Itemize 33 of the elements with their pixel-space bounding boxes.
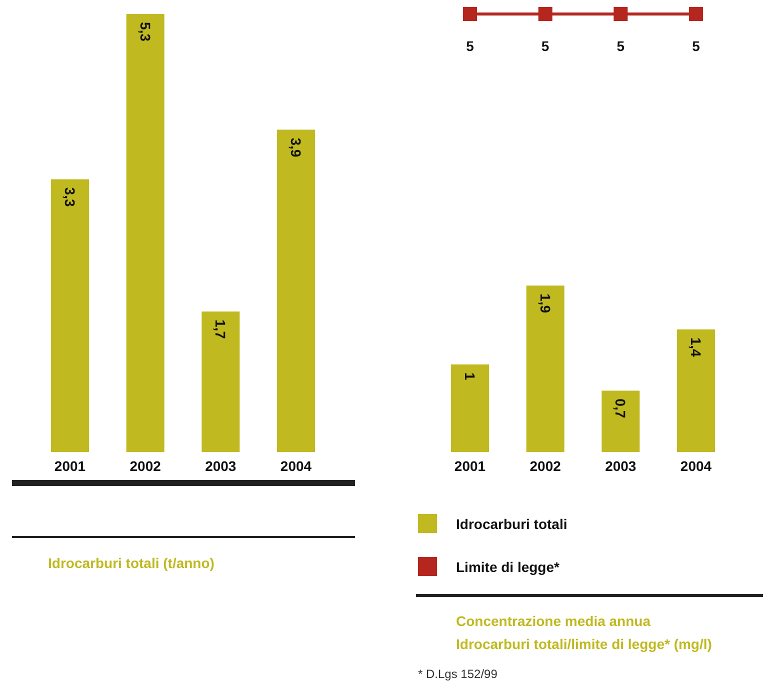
- data-label: 1,4: [688, 337, 704, 358]
- legend-label: Idrocarburi totali: [456, 516, 568, 532]
- data-label: 5,3: [137, 22, 154, 42]
- data-label: 0,7: [612, 398, 629, 418]
- data-label: 3,3: [62, 187, 78, 207]
- x-tick-label: 2002: [130, 458, 162, 474]
- legend-label: Limite di legge*: [456, 559, 560, 575]
- bar: [526, 286, 564, 452]
- data-label: 5: [616, 38, 625, 54]
- data-label: 1,9: [537, 294, 554, 314]
- data-label: 5: [541, 38, 550, 54]
- data-label: 1: [462, 372, 478, 380]
- x-tick-label: 2002: [530, 458, 562, 474]
- data-label: 1,7: [212, 320, 229, 340]
- bar: [677, 329, 715, 452]
- x-tick-label: 2004: [280, 458, 312, 474]
- text: Idrocarburi totali (t/anno): [48, 555, 214, 571]
- text: Concentrazione media annua Idrocarburi totali/limite di legge* (mg/l): [456, 613, 712, 652]
- text: * D.Lgs 152/99: [418, 667, 498, 681]
- bar: [451, 364, 489, 452]
- bar: [202, 312, 240, 452]
- x-tick-label: 2003: [205, 458, 236, 474]
- bar: [277, 130, 315, 452]
- data-label: 3,9: [288, 138, 304, 158]
- bar: [51, 179, 89, 452]
- x-tick-label: 2001: [454, 458, 486, 474]
- x-tick-label: 2001: [54, 458, 86, 474]
- data-label: 5: [466, 38, 474, 54]
- bar: [602, 390, 640, 452]
- bar: [126, 14, 164, 452]
- x-tick-label: 2003: [605, 458, 636, 474]
- x-tick-label: 2004: [680, 458, 712, 474]
- data-label: 5: [692, 38, 700, 54]
